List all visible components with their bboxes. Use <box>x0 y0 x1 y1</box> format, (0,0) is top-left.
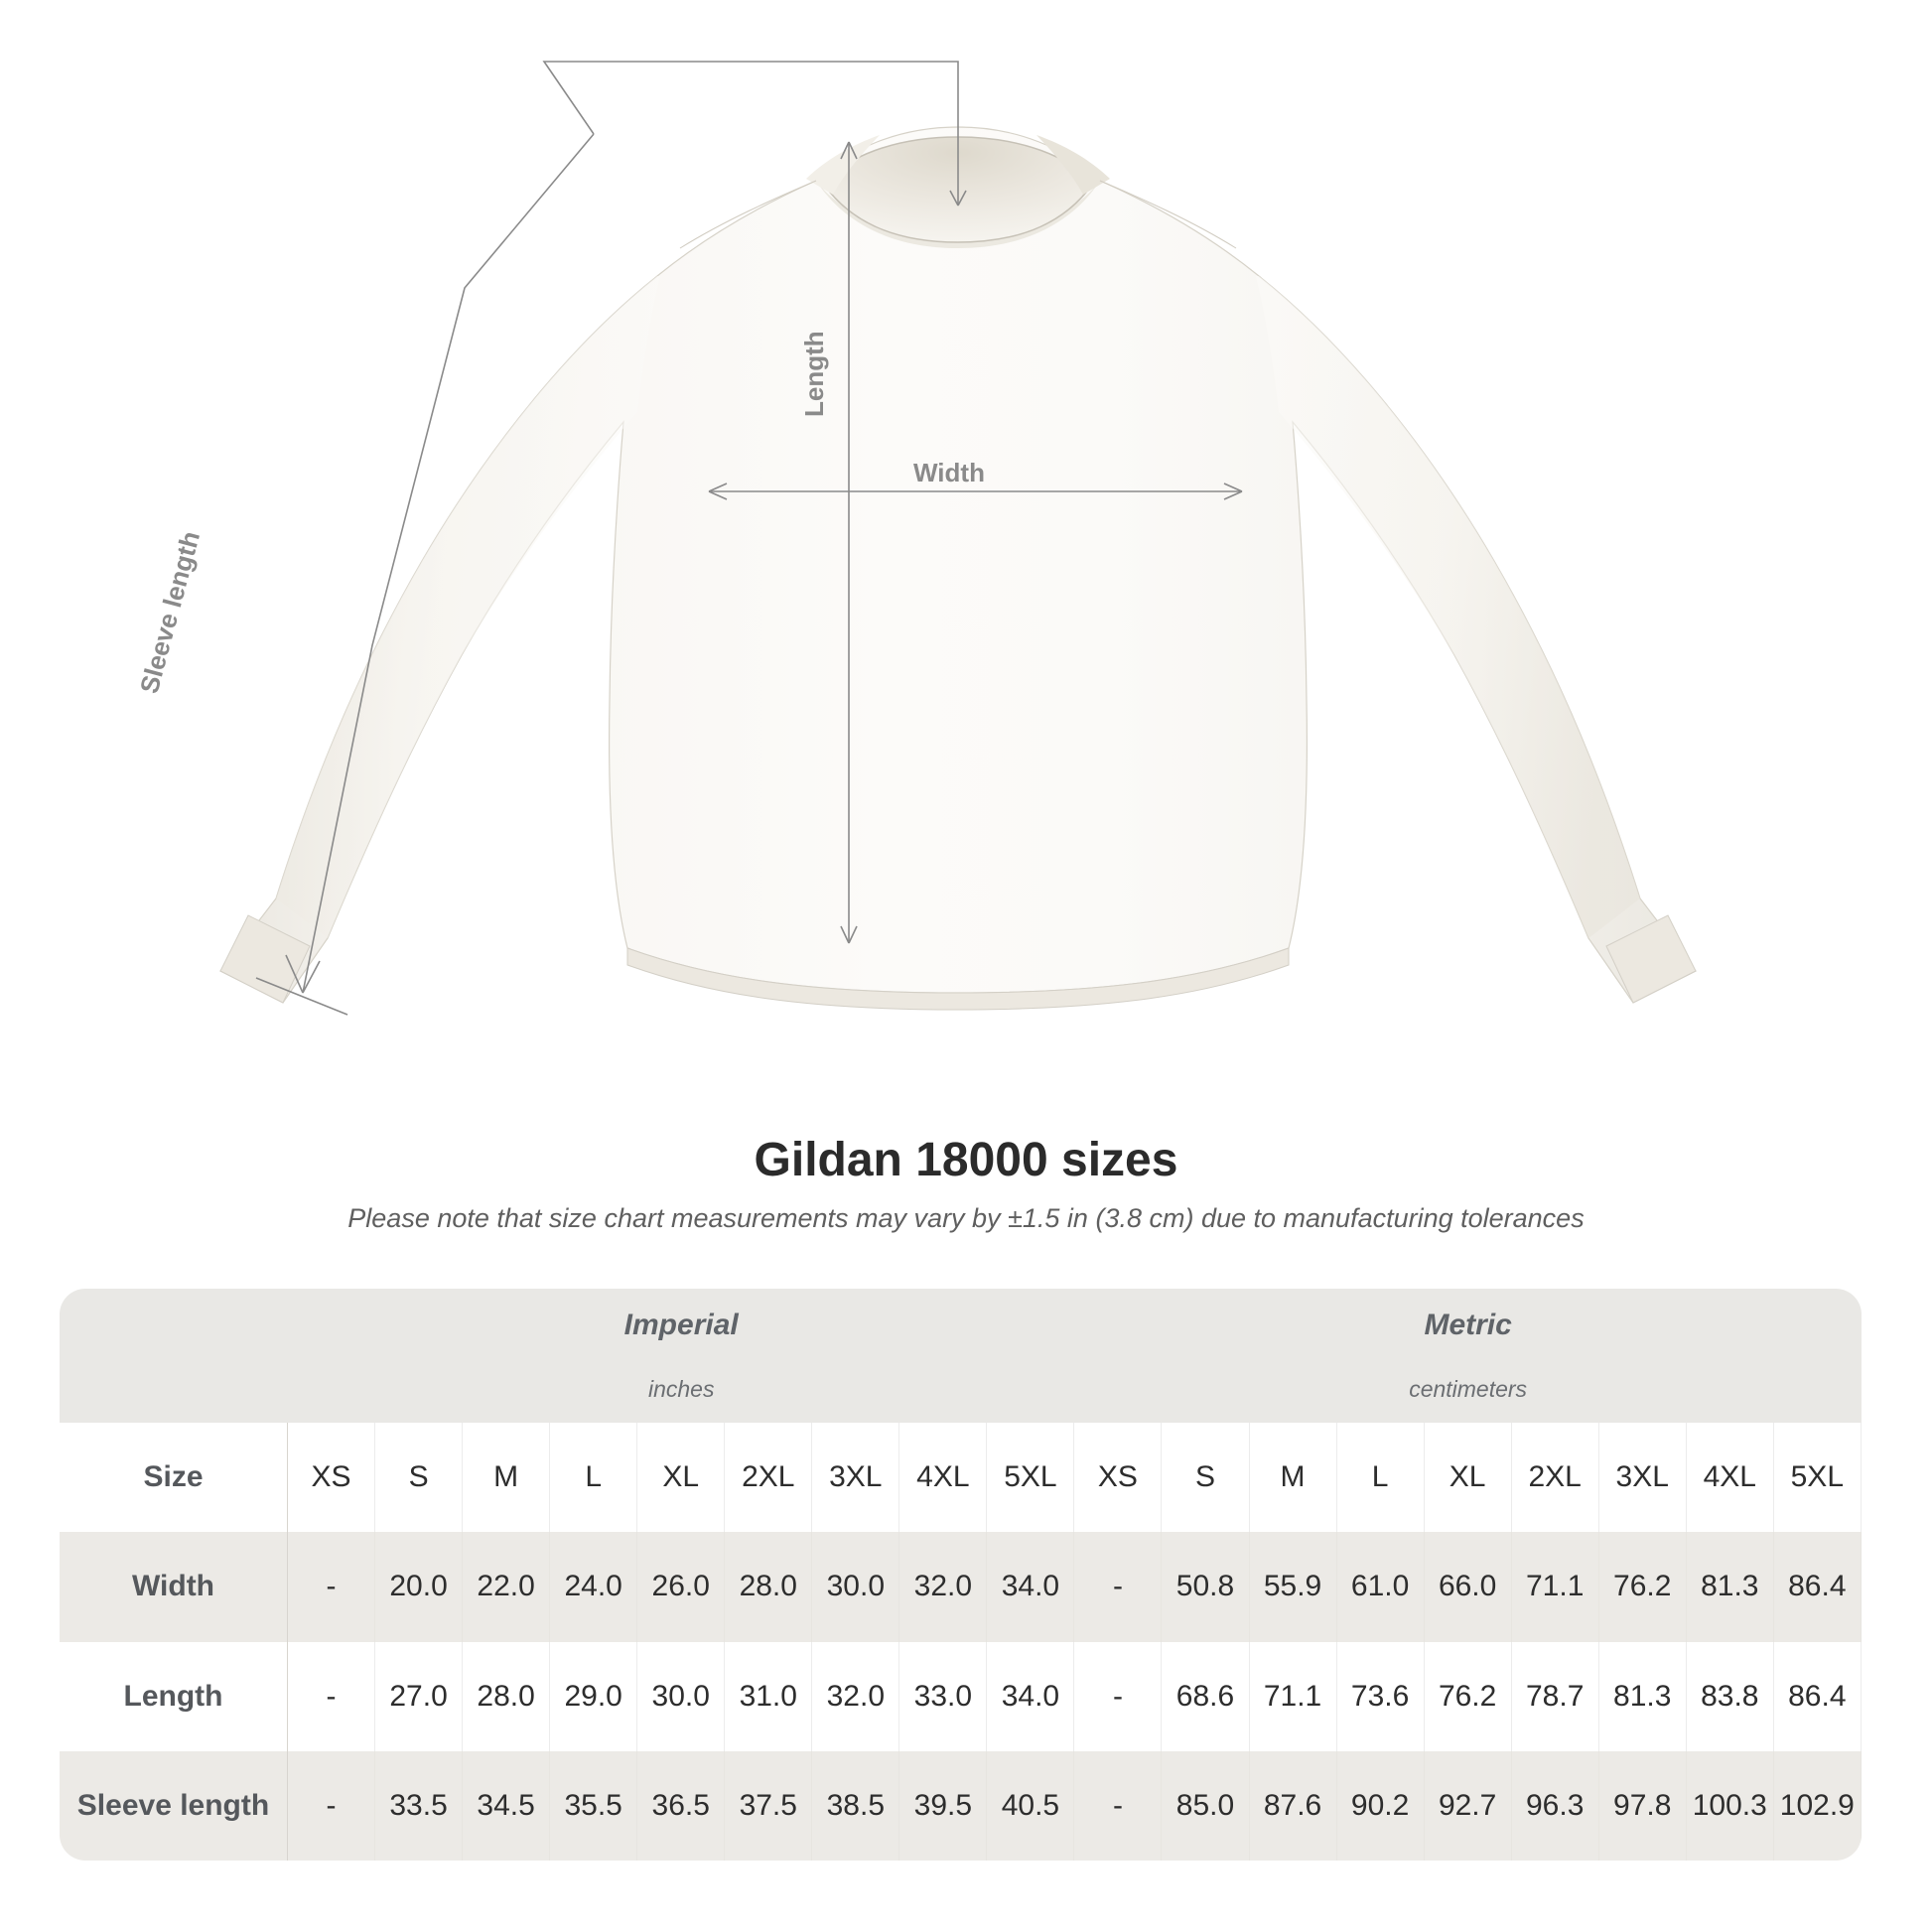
svg-text:Length: Length <box>799 331 829 417</box>
svg-text:Sleeve length: Sleeve length <box>134 528 206 697</box>
svg-text:Width: Width <box>913 458 985 487</box>
